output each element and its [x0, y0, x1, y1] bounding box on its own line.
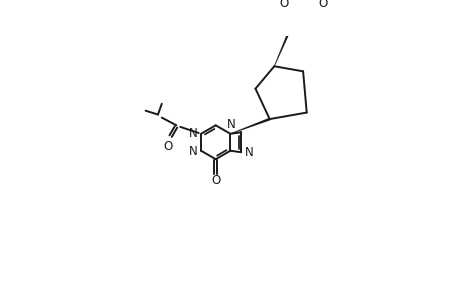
Text: O: O: [318, 0, 327, 11]
Text: N: N: [226, 118, 235, 131]
Polygon shape: [230, 118, 269, 134]
Text: N: N: [188, 127, 197, 140]
Polygon shape: [274, 34, 289, 66]
Text: O: O: [279, 0, 288, 11]
Text: N: N: [188, 145, 197, 158]
Text: O: O: [211, 174, 220, 187]
Text: O: O: [163, 140, 172, 153]
Text: N: N: [245, 146, 253, 159]
